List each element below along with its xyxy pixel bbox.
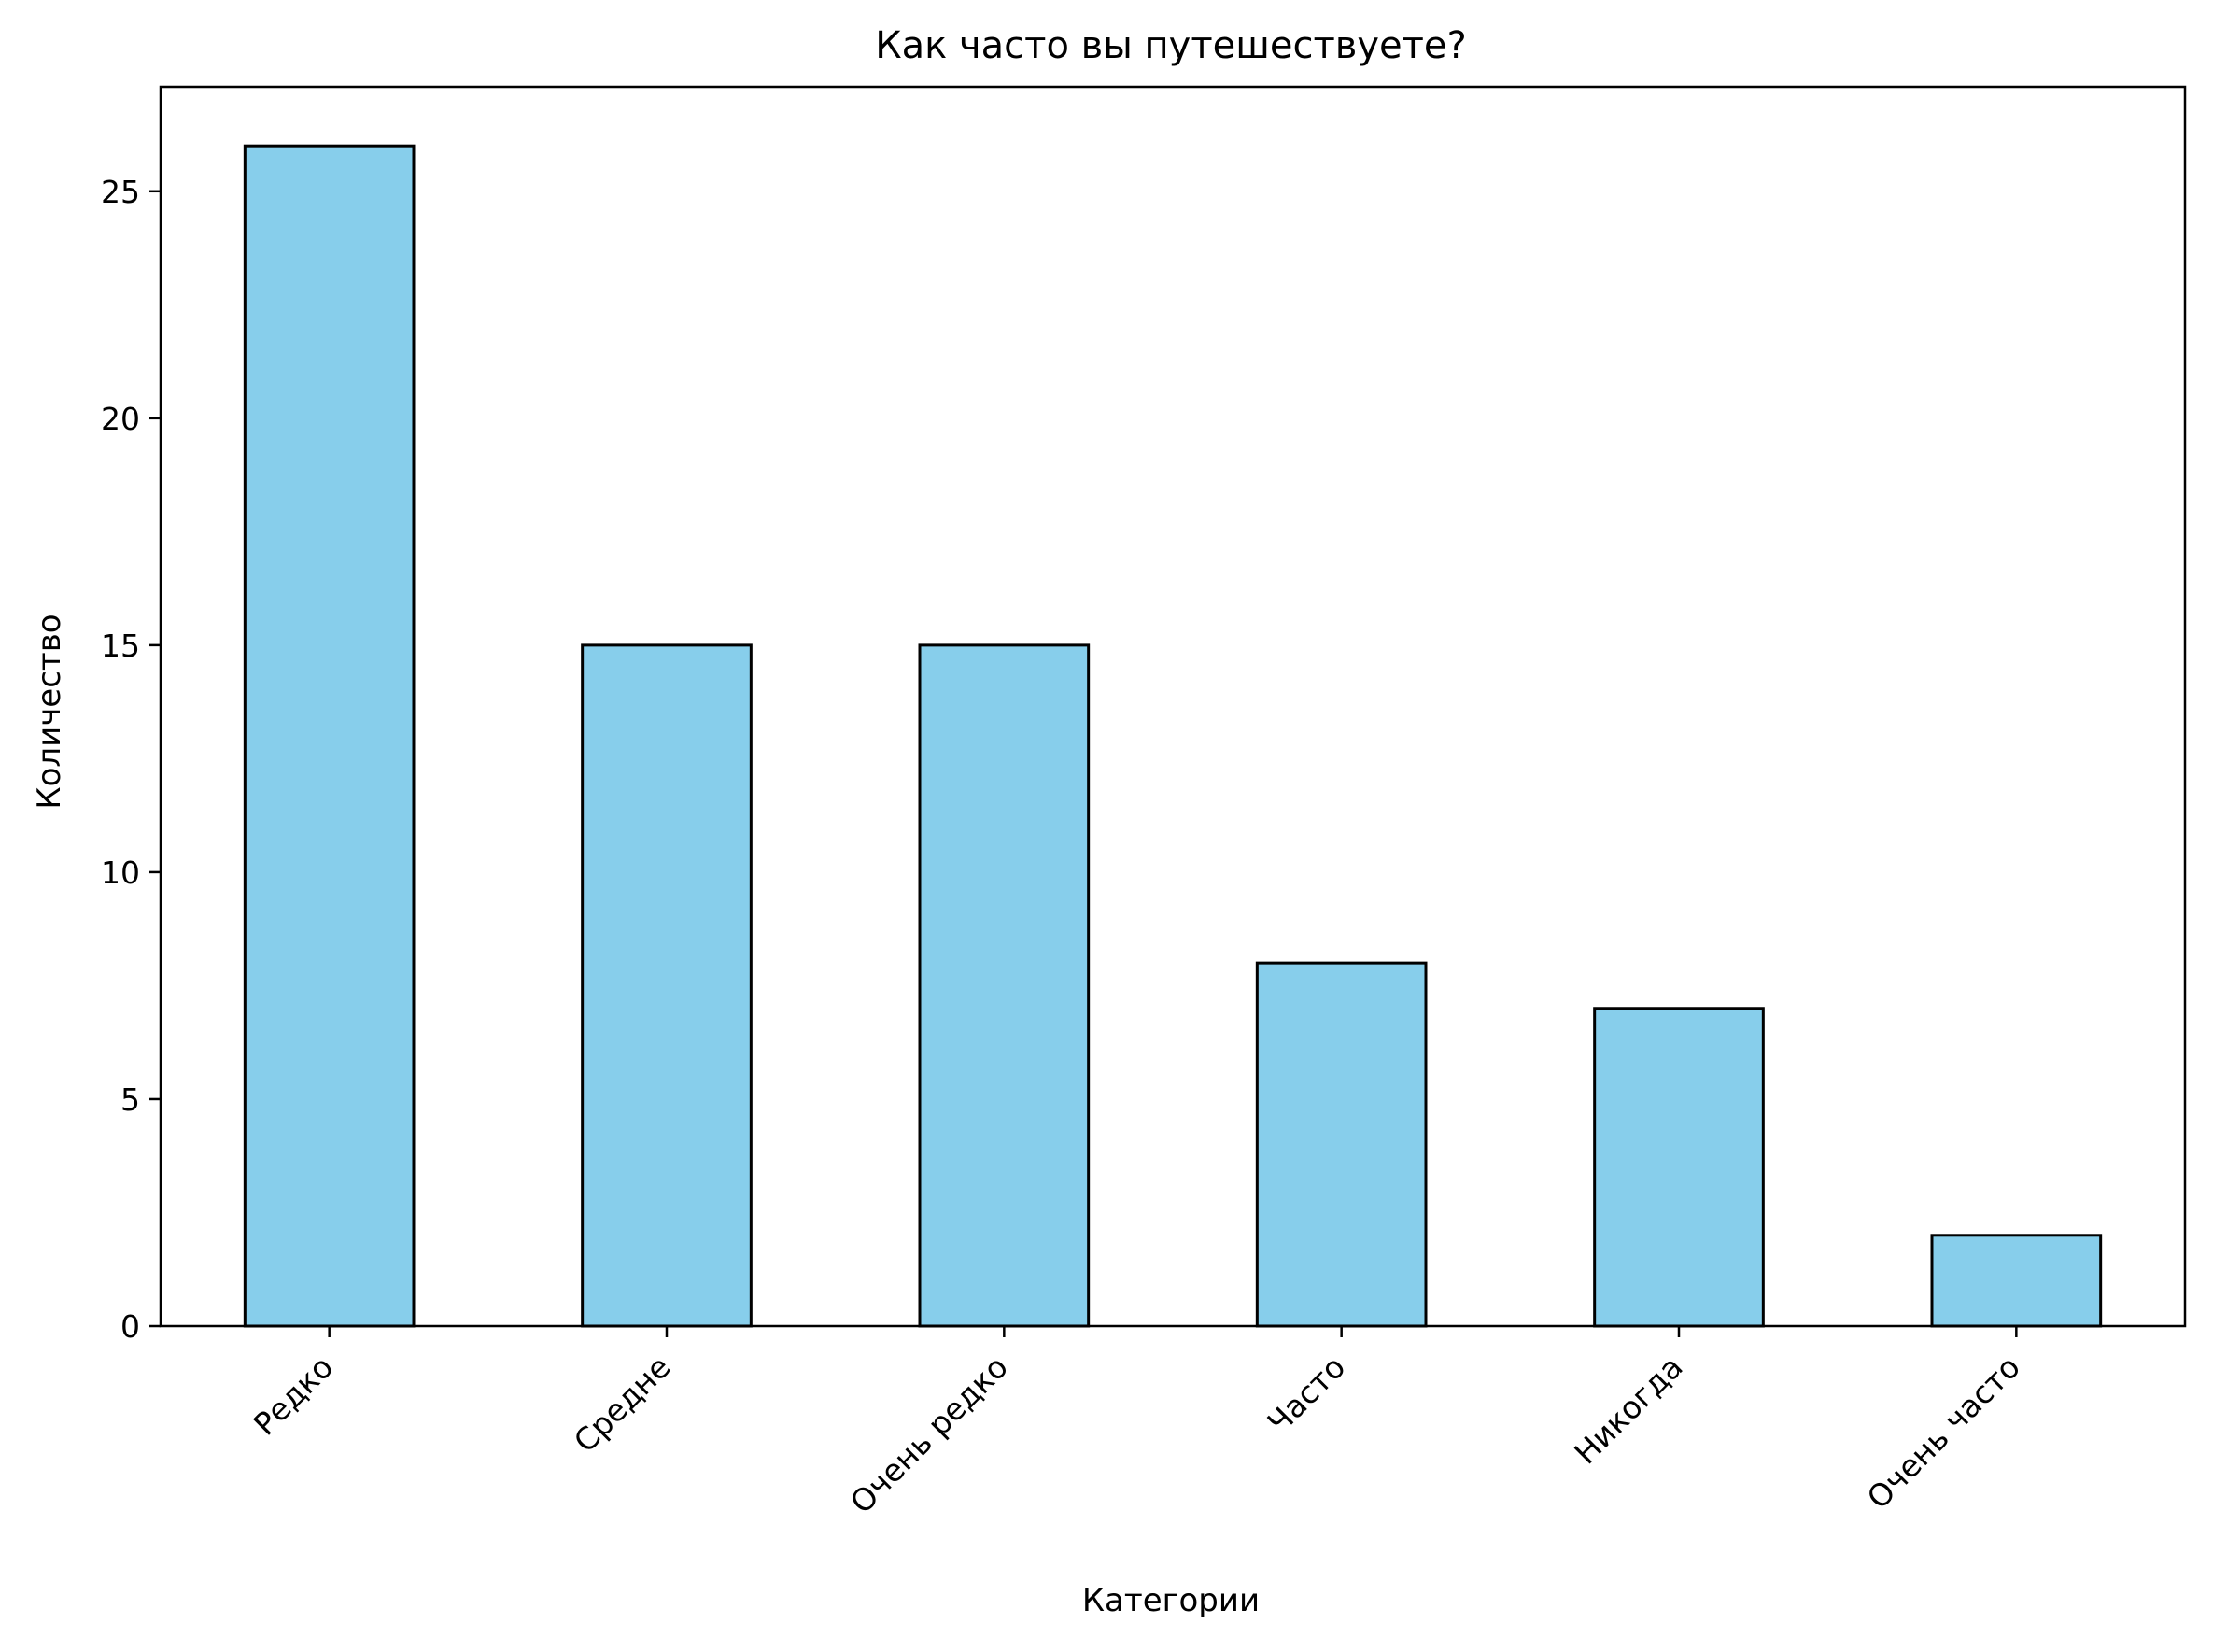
y-tick-label: 10: [101, 854, 140, 891]
x-axis-label: Категории: [1082, 1582, 1260, 1619]
bar: [243, 144, 416, 1328]
x-tick-label: Часто: [1261, 1348, 1353, 1441]
x-tick-label: Редко: [247, 1348, 341, 1443]
plot-area: Редко Средне Очень редко Часто Никогда Очень …: [101, 85, 2187, 1520]
y-tick-label: 5: [120, 1081, 140, 1118]
axes-frame: [159, 85, 2187, 1328]
bar: [1930, 1234, 2103, 1328]
bar: [918, 643, 1091, 1328]
y-tick-label: 0: [120, 1308, 140, 1345]
bar: [1255, 961, 1428, 1328]
y-axis-label: Количество: [31, 614, 68, 809]
bar: [1593, 1007, 1765, 1328]
y-tick-label: 25: [101, 174, 140, 210]
y-tick-label: 20: [101, 401, 140, 437]
y-tick-label: 15: [101, 628, 140, 664]
x-tick-label: Средне: [567, 1348, 678, 1460]
x-tick-label: Никогда: [1567, 1348, 1689, 1471]
chart-title: Как часто вы путешествуете?: [875, 24, 1467, 67]
bar: [581, 643, 753, 1328]
x-tick-label: Очень редко: [843, 1348, 1015, 1520]
x-tick-label: Очень часто: [1860, 1348, 2027, 1516]
